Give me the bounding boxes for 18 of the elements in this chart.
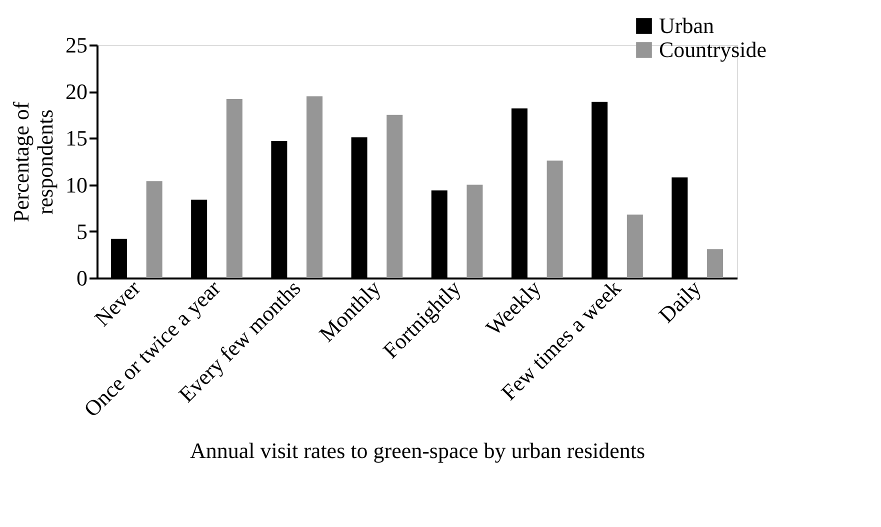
bar [306, 96, 323, 278]
bar [626, 214, 643, 278]
y-tick-label: 15 [66, 126, 88, 151]
y-tick-label: 5 [76, 218, 88, 244]
bar [386, 114, 403, 278]
bar [546, 160, 563, 278]
y-axis-title: Percentage of respondents [8, 101, 58, 222]
bar [146, 181, 162, 278]
legend-label: Urban [659, 13, 714, 38]
legend-label: Countryside [659, 37, 767, 62]
y-tick-label: 20 [66, 79, 88, 104]
bar [466, 184, 483, 278]
x-axis-title: Annual visit rates to green-space by urban residents [190, 438, 646, 463]
y-tick-label: 0 [76, 266, 88, 290]
y-tick-label: 10 [66, 172, 88, 198]
bar [707, 249, 724, 278]
bar [226, 99, 242, 278]
y-tick-label: 25 [66, 32, 88, 58]
